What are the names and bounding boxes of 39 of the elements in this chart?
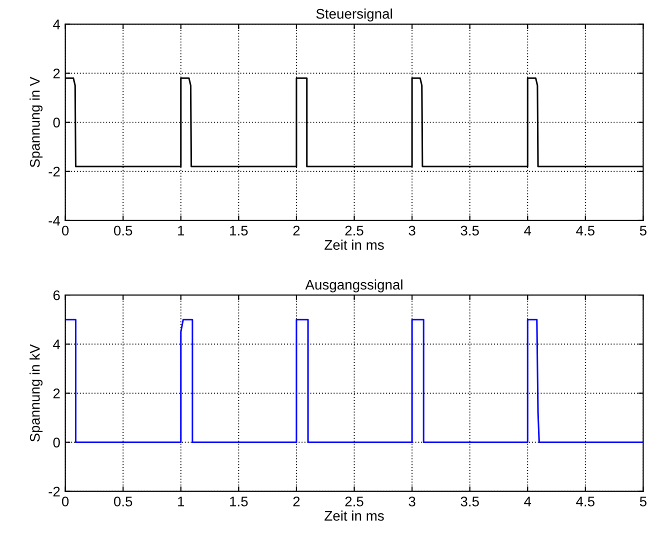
x-tick-label: 1 (178, 496, 184, 506)
chart-title: Ausgangssignal (305, 279, 402, 292)
x-tick-label: 4 (524, 226, 532, 236)
y-tick-label: 4 (53, 340, 60, 350)
x-tick-label: 3 (408, 226, 416, 236)
chart-title: Steuersignal (316, 8, 392, 22)
x-tick-label: 4.5 (576, 226, 594, 236)
x-tick-label: 2 (293, 226, 300, 236)
x-tick-label: 1.5 (230, 496, 248, 506)
x-axis-title: Zeit in ms (324, 510, 384, 521)
x-tick-label: 1 (178, 226, 184, 236)
x-tick-label: 2.5 (345, 226, 364, 236)
y-tick-label: 2 (53, 388, 60, 398)
y-tick-label: 4 (53, 20, 60, 30)
x-axis-title: Zeit in ms (324, 240, 384, 250)
x-tick-label: 2.5 (345, 496, 364, 506)
x-tick-label: 5 (640, 226, 646, 236)
y-axis-title: Spannung in V (30, 76, 43, 168)
y-tick-label: 6 (53, 290, 60, 300)
y-tick-label: 0 (53, 438, 60, 448)
y-tick-label: -2 (48, 486, 60, 496)
x-tick-label: 0 (62, 496, 69, 506)
x-tick-label: 1.5 (230, 226, 248, 236)
x-tick-label: 3.5 (460, 496, 479, 506)
x-tick-label: 3.5 (460, 226, 479, 236)
x-tick-label: 0.5 (114, 226, 132, 236)
x-tick-label: 3 (408, 496, 416, 506)
x-tick-label: 5 (640, 496, 646, 506)
y-tick-label: -4 (48, 216, 60, 226)
x-tick-label: 0 (62, 226, 69, 236)
y-tick-label: 0 (53, 118, 60, 128)
x-tick-label: 4.5 (576, 496, 594, 506)
y-tick-label: -2 (48, 166, 60, 176)
x-tick-label: 0.5 (114, 496, 132, 506)
x-tick-label: 4 (524, 496, 532, 506)
y-axis-title: Spannung in kV (30, 344, 43, 442)
line-series (65, 318, 644, 444)
y-tick-label: 2 (53, 68, 60, 78)
x-tick-label: 2 (293, 496, 300, 506)
